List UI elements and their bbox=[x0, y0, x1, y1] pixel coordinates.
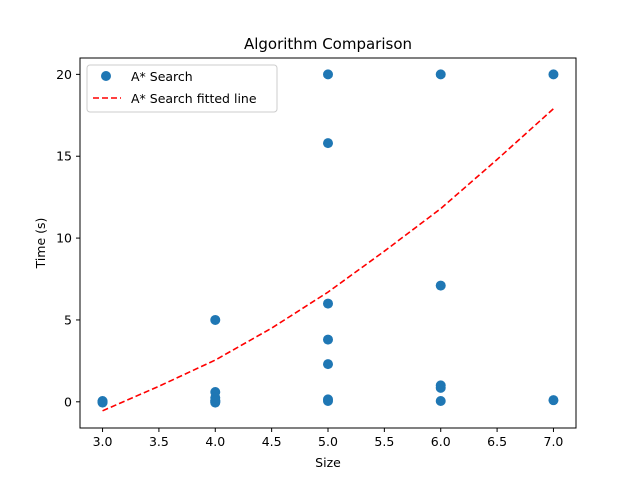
scatter-point bbox=[435, 280, 446, 291]
x-tick-label: 6.5 bbox=[487, 434, 507, 449]
x-tick-label: 3.0 bbox=[93, 434, 113, 449]
x-tick-label: 4.5 bbox=[262, 434, 282, 449]
x-tick-label: 7.0 bbox=[544, 434, 564, 449]
y-axis: 0 5 10 15 20 bbox=[56, 67, 80, 409]
legend-label-line: A* Search fitted line bbox=[131, 91, 257, 106]
x-axis: 3.0 3.5 4.0 4.5 5.0 5.5 6.0 6.5 7.0 bbox=[93, 428, 564, 449]
x-tick-label: 3.5 bbox=[149, 434, 169, 449]
scatter-point bbox=[323, 395, 333, 406]
legend-box bbox=[86, 64, 278, 113]
plot-area bbox=[97, 69, 559, 412]
y-tick-label: 10 bbox=[56, 231, 72, 246]
scatter-point bbox=[435, 395, 446, 406]
y-tick-label: 5 bbox=[64, 312, 72, 327]
scatter-point bbox=[323, 359, 333, 370]
legend-scatter-marker bbox=[101, 71, 111, 81]
scatter-point bbox=[323, 334, 333, 345]
x-tick-label: 4.0 bbox=[205, 434, 225, 449]
x-axis-label: Size bbox=[315, 455, 341, 470]
fitted-line bbox=[102, 108, 554, 412]
axes-frame bbox=[79, 57, 577, 429]
y-tick-label: 15 bbox=[56, 149, 72, 164]
y-tick-label: 0 bbox=[64, 394, 72, 409]
scatter-point bbox=[435, 382, 446, 393]
scatter-point bbox=[323, 138, 333, 149]
scatter-point bbox=[435, 69, 446, 80]
scatter-point bbox=[97, 396, 108, 407]
scatter-point bbox=[323, 69, 333, 80]
legend: A* Search A* Search fitted line bbox=[86, 64, 278, 113]
scatter-point bbox=[548, 395, 559, 406]
y-axis-label: Time (s) bbox=[33, 218, 48, 270]
chart-title: Algorithm Comparison bbox=[244, 35, 412, 53]
scatter-point bbox=[210, 395, 221, 406]
x-tick-label: 5.5 bbox=[374, 434, 394, 449]
scatter-point bbox=[323, 298, 333, 309]
scatter-point bbox=[210, 314, 221, 325]
scatter-point bbox=[548, 69, 559, 80]
x-tick-label: 5.0 bbox=[318, 434, 338, 449]
y-tick-label: 20 bbox=[56, 67, 72, 82]
legend-label-scatter: A* Search bbox=[131, 69, 193, 84]
x-tick-label: 6.0 bbox=[431, 434, 451, 449]
